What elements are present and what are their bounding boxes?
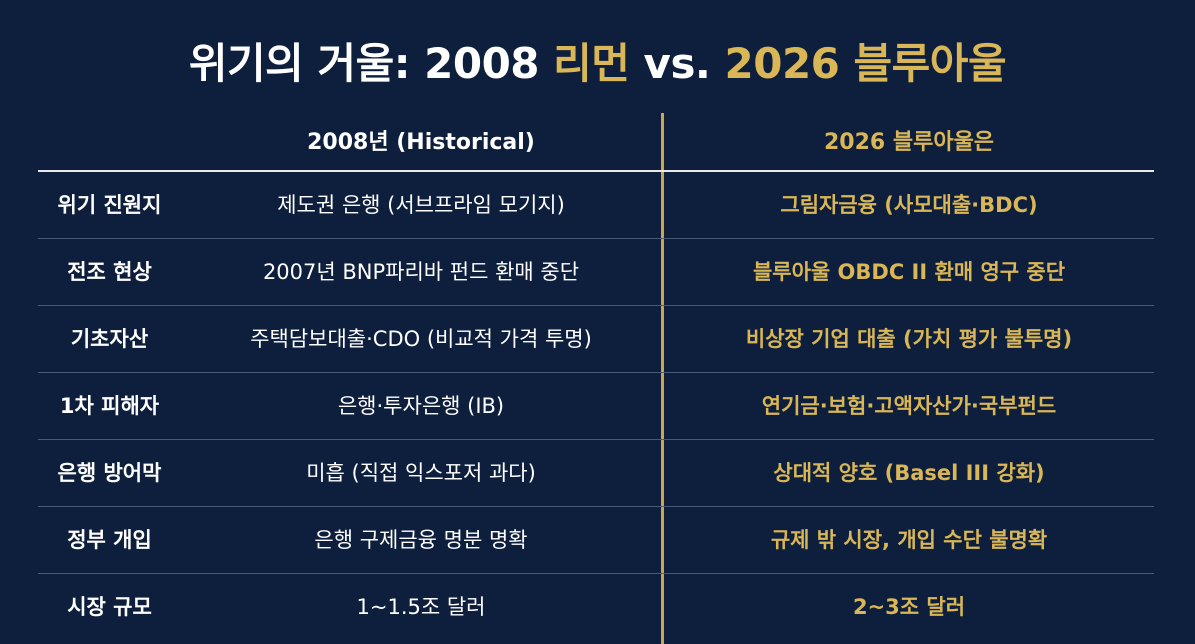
cell-2026: 비상장 기업 대출 (가치 평가 불투명) [745, 327, 1073, 351]
header-2026: 2026 블루아울은 [823, 130, 995, 155]
cell-2026: 상대적 양호 (Basel III 강화) [773, 461, 1045, 485]
cell-2008: 2007년 BNP파리바 펀드 환매 중단 [262, 260, 580, 284]
table-row: 시장 규모 1~1.5조 달러 2~3조 달러 [38, 574, 1154, 641]
comparison-table: 위기 진원지 제도권 은행 (서브프라임 모기지) 그림자금융 (사모대출·BD… [38, 172, 1154, 641]
header-divider [38, 170, 1154, 172]
row-label: 기초자산 [70, 327, 149, 351]
cell-2026: 규제 밖 시장, 개입 수단 불명확 [770, 528, 1048, 552]
row-divider [38, 238, 1154, 239]
page-title: 위기의 거울: 2008 리먼 vs. 2026 블루아울 [0, 30, 1195, 91]
row-divider [38, 305, 1154, 306]
table-row: 위기 진원지 제도권 은행 (서브프라임 모기지) 그림자금융 (사모대출·BD… [38, 172, 1154, 239]
cell-2008: 은행 구제금융 명분 명확 [314, 528, 528, 552]
row-label: 정부 개입 [67, 528, 152, 552]
row-divider [38, 439, 1154, 440]
cell-2008: 주택담보대출·CDO (비교적 가격 투명) [250, 327, 592, 351]
cell-2008: 은행·투자은행 (IB) [337, 394, 505, 418]
row-divider [38, 573, 1154, 574]
cell-2026: 연기금·보험·고액자산가·국부펀드 [761, 394, 1057, 418]
row-label: 시장 규모 [67, 595, 152, 619]
cell-2008: 1~1.5조 달러 [356, 595, 486, 619]
row-divider [38, 372, 1154, 373]
cell-2026: 그림자금융 (사모대출·BDC) [780, 193, 1038, 217]
row-label: 위기 진원지 [57, 193, 162, 217]
table-row: 1차 피해자 은행·투자은행 (IB) 연기금·보험·고액자산가·국부펀드 [38, 373, 1154, 440]
table-row: 은행 방어막 미흡 (직접 익스포저 과다) 상대적 양호 (Basel III… [38, 440, 1154, 507]
table-row: 기초자산 주택담보대출·CDO (비교적 가격 투명) 비상장 기업 대출 (가… [38, 306, 1154, 373]
cell-2026: 블루아울 OBDC II 환매 영구 중단 [752, 260, 1066, 284]
row-label: 1차 피해자 [59, 394, 160, 418]
table-row: 정부 개입 은행 구제금융 명분 명확 규제 밖 시장, 개입 수단 불명확 [38, 507, 1154, 574]
column-divider [661, 113, 664, 644]
header-2008: 2008년 (Historical) [307, 130, 535, 155]
title-part-4: 2026 블루아울 [724, 39, 1007, 88]
cell-2008: 제도권 은행 (서브프라임 모기지) [277, 193, 565, 217]
title-part-2: 리먼 [553, 39, 630, 88]
title-part-1: 위기의 거울: 2008 [188, 39, 554, 88]
cell-2026: 2~3조 달러 [852, 595, 966, 619]
row-label: 은행 방어막 [57, 461, 162, 485]
row-label: 전조 현상 [67, 260, 152, 284]
table-row: 전조 현상 2007년 BNP파리바 펀드 환매 중단 블루아울 OBDC II… [38, 239, 1154, 306]
cell-2008: 미흡 (직접 익스포저 과다) [306, 461, 536, 485]
title-part-3: vs. [629, 39, 725, 88]
row-divider [38, 506, 1154, 507]
